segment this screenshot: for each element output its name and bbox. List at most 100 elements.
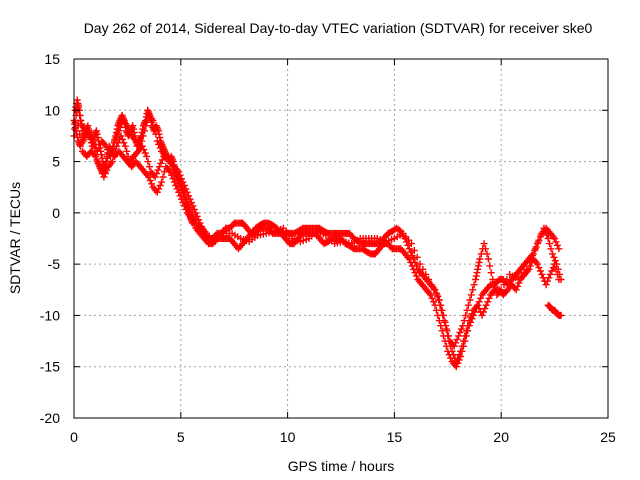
data-point-marker bbox=[189, 219, 196, 227]
data-point-marker bbox=[490, 281, 498, 289]
data-point-marker bbox=[557, 276, 565, 283]
data-point-marker bbox=[551, 235, 559, 242]
data-point-marker bbox=[413, 272, 420, 280]
data-point-marker bbox=[461, 337, 469, 345]
y-tick-label: 15 bbox=[44, 51, 60, 67]
data-point-marker bbox=[143, 152, 151, 160]
data-point-marker bbox=[121, 142, 129, 150]
data-point-marker bbox=[544, 235, 552, 242]
data-point-marker bbox=[460, 342, 467, 350]
data-point-marker bbox=[410, 247, 418, 254]
data-point-marker bbox=[463, 306, 471, 314]
y-axis-label: SDTVAR / TECUs bbox=[7, 182, 23, 294]
data-point-marker bbox=[407, 258, 415, 266]
x-tick-label: 15 bbox=[387, 429, 403, 445]
data-point-marker bbox=[445, 332, 452, 340]
data-point-marker bbox=[151, 173, 159, 181]
data-point-marker bbox=[481, 305, 489, 313]
data-point-marker bbox=[546, 270, 554, 278]
data-point-marker bbox=[181, 195, 189, 203]
data-point-marker bbox=[98, 154, 106, 162]
data-point-marker bbox=[428, 294, 436, 302]
data-point-marker bbox=[405, 245, 413, 253]
data-point-marker bbox=[102, 163, 110, 171]
data-point-marker bbox=[477, 294, 485, 302]
data-point-marker bbox=[514, 282, 522, 290]
data-point-marker bbox=[534, 260, 541, 268]
data-point-marker bbox=[408, 240, 415, 248]
data-point-marker bbox=[548, 267, 556, 275]
data-point-marker bbox=[475, 298, 483, 306]
data-point-marker bbox=[552, 238, 560, 246]
data-point-marker bbox=[458, 347, 466, 355]
data-point-marker bbox=[120, 139, 128, 147]
data-point-marker bbox=[484, 298, 492, 306]
x-axis-label: GPS time / hours bbox=[288, 458, 395, 474]
data-point-marker bbox=[503, 276, 511, 283]
data-point-marker bbox=[462, 332, 470, 340]
data-point-marker bbox=[111, 135, 119, 143]
data-point-marker bbox=[73, 96, 81, 104]
data-point-marker bbox=[88, 142, 96, 150]
data-point-marker bbox=[153, 188, 161, 196]
data-point-marker bbox=[543, 231, 551, 239]
data-point-marker bbox=[465, 322, 473, 330]
data-point-marker bbox=[419, 265, 427, 273]
y-tick-label: 0 bbox=[52, 205, 60, 221]
data-point-marker bbox=[112, 132, 120, 140]
data-point-marker bbox=[489, 276, 497, 283]
x-tick-label: 0 bbox=[70, 429, 78, 445]
data-point-marker bbox=[120, 117, 128, 124]
x-tick-label: 20 bbox=[493, 429, 509, 445]
data-points bbox=[70, 96, 565, 371]
data-point-marker bbox=[457, 353, 465, 360]
data-point-marker bbox=[193, 212, 201, 220]
data-point-marker bbox=[487, 269, 495, 277]
data-point-marker bbox=[497, 286, 505, 294]
data-point-marker bbox=[554, 265, 562, 273]
data-point-marker bbox=[455, 332, 462, 340]
x-tick-label: 5 bbox=[177, 429, 185, 445]
data-point-marker bbox=[538, 270, 546, 278]
data-point-marker bbox=[103, 152, 111, 160]
data-point-marker bbox=[427, 281, 435, 289]
data-point-marker bbox=[108, 158, 116, 166]
data-point-marker bbox=[95, 137, 103, 145]
data-point-marker bbox=[464, 327, 472, 335]
data-point-marker bbox=[129, 122, 137, 130]
data-point-marker bbox=[541, 228, 549, 236]
data-point-marker bbox=[425, 276, 433, 283]
data-point-marker bbox=[445, 351, 453, 359]
data-point-marker bbox=[75, 103, 83, 111]
data-point-marker bbox=[456, 329, 464, 336]
data-point-marker bbox=[90, 135, 98, 143]
data-point-marker bbox=[144, 158, 152, 166]
data-point-marker bbox=[546, 240, 554, 248]
data-point-marker bbox=[192, 209, 200, 217]
data-point-marker bbox=[457, 325, 465, 333]
data-point-marker bbox=[430, 286, 438, 294]
data-point-marker bbox=[427, 291, 435, 299]
data-point-marker bbox=[146, 163, 153, 171]
data-point-marker bbox=[479, 308, 487, 316]
data-point-marker bbox=[470, 281, 478, 289]
data-point-marker bbox=[556, 270, 564, 278]
data-point-marker bbox=[94, 159, 102, 167]
data-point-marker bbox=[512, 286, 520, 294]
data-point-marker bbox=[85, 125, 93, 133]
data-point-marker bbox=[482, 301, 490, 309]
data-point-marker bbox=[76, 111, 84, 119]
data-point-marker bbox=[478, 311, 486, 319]
data-point-marker bbox=[113, 125, 121, 133]
data-point-marker bbox=[455, 356, 463, 364]
plot-frame bbox=[73, 58, 609, 419]
data-point-marker bbox=[467, 291, 475, 299]
data-point-marker bbox=[442, 322, 450, 330]
data-point-marker bbox=[171, 164, 179, 172]
data-point-marker bbox=[526, 258, 534, 266]
data-point-marker bbox=[534, 238, 542, 246]
data-point-marker bbox=[484, 255, 492, 263]
data-point-marker bbox=[110, 152, 118, 160]
data-point-marker bbox=[157, 159, 165, 167]
data-point-marker bbox=[443, 327, 451, 335]
